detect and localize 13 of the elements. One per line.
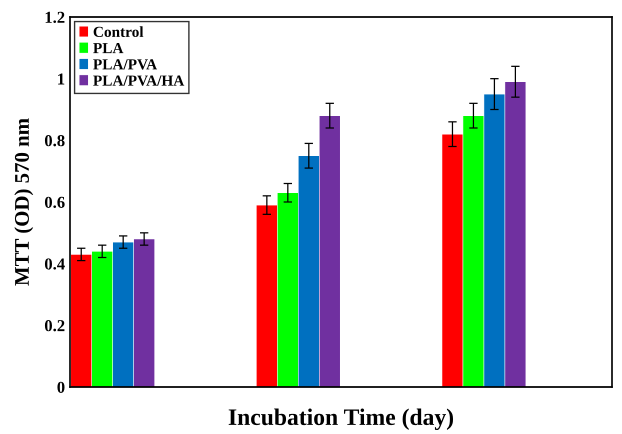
legend-label: Control (94, 26, 144, 38)
y-tick-label: 0.4 (44, 258, 65, 270)
y-tick-label: 0 (57, 382, 65, 393)
y-tick-label: 0.6 (44, 196, 65, 208)
y-axis-title: MTT (OD) 570 nm (14, 118, 34, 286)
y-tick-label: 0.2 (44, 320, 64, 332)
legend-label: PLA/PVA (93, 59, 158, 70)
legend-label: PLA (93, 43, 124, 54)
legend-label: PLA/PVA/HA (93, 75, 184, 86)
y-tick-label: 1 (58, 73, 64, 84)
x-axis-title: Incubation Time (day) (228, 408, 454, 430)
y-tick-label: 0.8 (44, 135, 65, 146)
y-tick-label: 1.2 (46, 12, 64, 24)
